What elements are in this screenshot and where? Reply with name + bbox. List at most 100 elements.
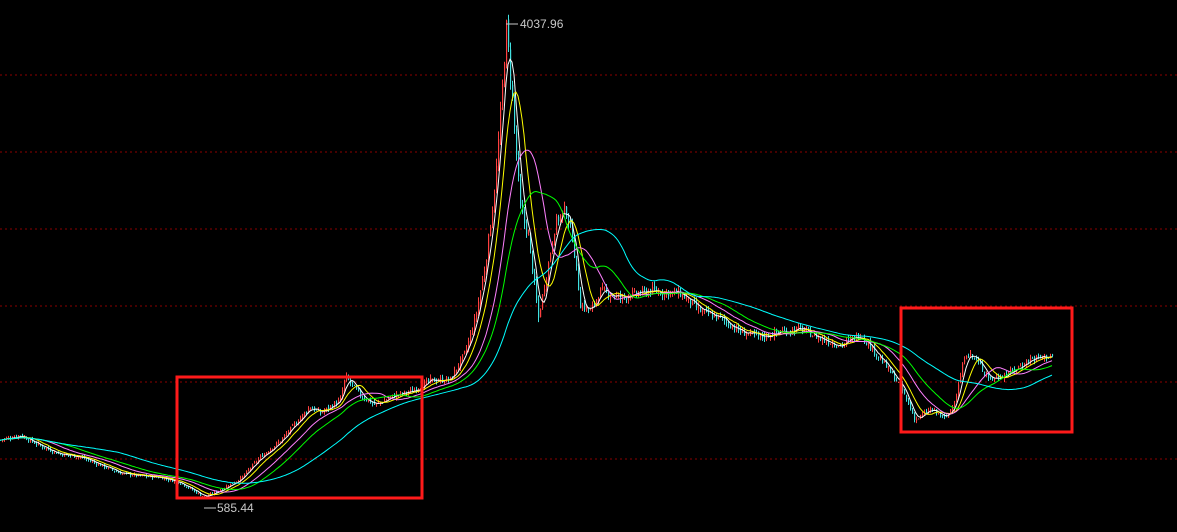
candle (930, 406, 932, 413)
candle-body (512, 84, 514, 98)
candle (736, 324, 738, 333)
candle (692, 300, 694, 306)
candle (568, 213, 570, 231)
candle (288, 429, 290, 435)
candle (358, 387, 360, 392)
candle-body (466, 348, 468, 352)
candle-body (778, 331, 780, 333)
candle (276, 441, 278, 447)
min-price-label: 585.44 (217, 501, 254, 515)
candle (886, 359, 888, 368)
candle-body (808, 327, 810, 330)
candle (1020, 363, 1022, 367)
candle-body (730, 325, 732, 329)
candle-body (1032, 357, 1034, 359)
candle-body (714, 314, 716, 317)
candle-body (796, 327, 798, 332)
candle-body (524, 211, 526, 224)
candle (454, 366, 456, 380)
candle-body (340, 397, 342, 400)
candle (514, 94, 516, 134)
candle (498, 131, 500, 172)
candle (888, 365, 890, 372)
candle-body (630, 298, 632, 300)
candle-body (998, 375, 1000, 379)
candle (470, 330, 472, 346)
candle-body (696, 301, 698, 308)
candle-body (1020, 365, 1022, 367)
candle (538, 295, 540, 323)
candle-body (172, 479, 174, 482)
max-marker: 4037.96 (506, 17, 564, 31)
candle-body (690, 298, 692, 305)
candle-body (40, 444, 42, 446)
candle (462, 354, 464, 362)
candle (990, 376, 992, 380)
candle-body (1026, 360, 1028, 366)
candle-body (456, 369, 458, 371)
candle-body (352, 381, 354, 385)
candle-body (294, 423, 296, 426)
candle (604, 286, 606, 292)
candle (626, 296, 628, 304)
candle-body (702, 310, 704, 312)
candle-body (450, 376, 452, 380)
candle-body (374, 402, 376, 405)
candle (518, 150, 520, 182)
candle-body (528, 233, 530, 236)
candle-body (600, 287, 602, 298)
candle-body (76, 457, 78, 459)
candle-body (578, 267, 580, 291)
candle-body (174, 480, 176, 483)
candle-body (414, 389, 416, 391)
candle-body (976, 356, 978, 360)
candle (896, 377, 898, 382)
candle-body (884, 361, 886, 363)
candle-body (562, 210, 564, 218)
candle-body (94, 461, 96, 463)
candle-body (890, 367, 892, 374)
candle-body (260, 455, 262, 459)
candle-body (938, 413, 940, 415)
candle-body (306, 412, 308, 414)
candle (52, 450, 54, 455)
candle (256, 460, 258, 464)
candle (312, 406, 314, 410)
candle-body (442, 377, 444, 383)
candles (0, 14, 1054, 498)
candle (658, 287, 660, 296)
candle-body (848, 338, 850, 340)
candle (298, 419, 300, 426)
candle-body (622, 294, 624, 299)
candle-body (404, 391, 406, 394)
candle (362, 395, 364, 400)
candle (294, 421, 296, 428)
candle-body (992, 377, 994, 380)
candle-body (312, 408, 314, 410)
candle-body (16, 435, 18, 438)
candle (910, 401, 912, 411)
candle-body (880, 357, 882, 359)
candle-body (984, 371, 986, 374)
candle-body (824, 337, 826, 342)
candle-body (568, 219, 570, 225)
candle-body (328, 406, 330, 410)
candle (830, 343, 832, 345)
candle-body (530, 232, 532, 250)
candle (842, 342, 844, 348)
candle-body (734, 327, 736, 330)
candle-body (228, 486, 230, 488)
candle-body (506, 20, 508, 67)
candle-body (904, 389, 906, 394)
candle-body (514, 99, 516, 127)
candle-body (906, 395, 908, 400)
candle-body (470, 333, 472, 343)
candle (38, 441, 40, 446)
candle (582, 302, 584, 311)
ma60-line (0, 229, 1053, 484)
candle-body (120, 472, 122, 475)
candle (652, 281, 654, 295)
candle (812, 335, 814, 338)
candle-body (684, 294, 686, 299)
candle-body (250, 468, 252, 470)
